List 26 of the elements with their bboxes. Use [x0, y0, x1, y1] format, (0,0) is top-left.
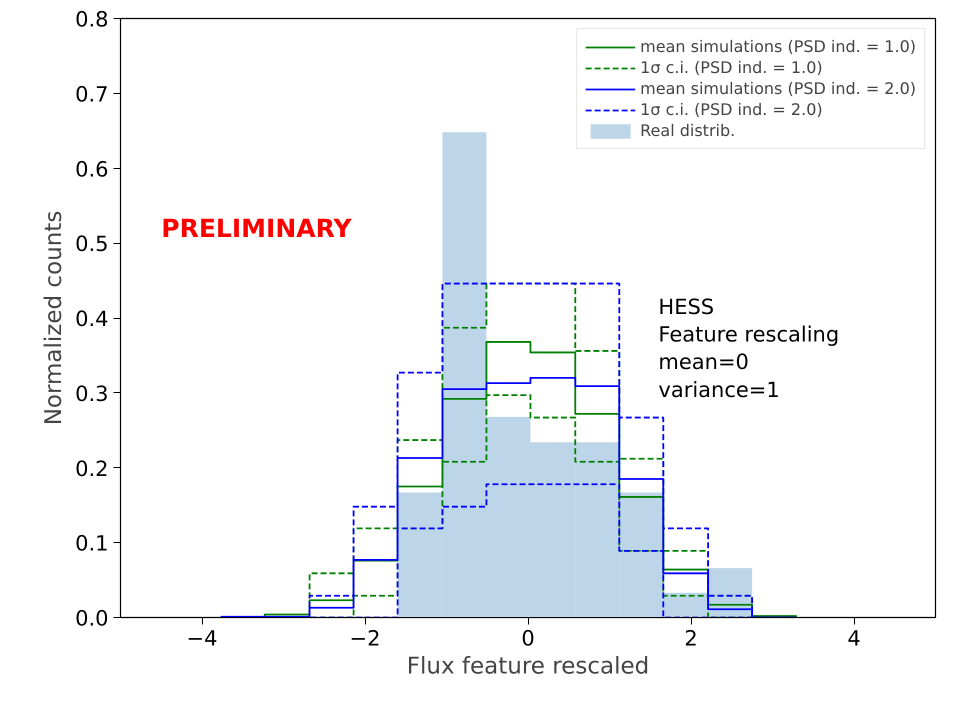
y-axis-title: Normalized counts — [41, 210, 68, 426]
y-tick-label: 0.2 — [75, 456, 109, 481]
y-tick-label: 0.3 — [75, 382, 109, 406]
y-tick-label: 0.4 — [75, 307, 109, 331]
y-tick-label: 0.5 — [75, 232, 109, 256]
y-tick-label: 0.8 — [75, 8, 109, 32]
legend-label: mean simulations (PSD ind. = 2.0) — [640, 79, 916, 98]
x-tick-label: 0 — [521, 626, 535, 650]
legend-label: mean simulations (PSD ind. = 1.0) — [640, 37, 916, 56]
y-tick-label: 0.1 — [75, 532, 109, 556]
legend-label: Real distrib. — [640, 121, 736, 140]
x-tick-label: 4 — [847, 626, 861, 650]
x-tick-label: −2 — [350, 626, 380, 650]
annotation: PRELIMINARY — [161, 214, 352, 244]
x-tick-label: −4 — [186, 626, 218, 650]
y-tick-label: 0.0 — [75, 606, 109, 630]
annotation: variance=1 — [658, 378, 780, 402]
y-tick-label: 0.7 — [75, 82, 109, 106]
legend-label: 1σ c.i. (PSD ind. = 1.0) — [640, 58, 823, 77]
annotation: Feature rescaling — [658, 322, 840, 346]
annotation: HESS — [658, 294, 714, 319]
annotation: mean=0 — [658, 350, 749, 374]
x-axis-title: Flux feature rescaled — [406, 654, 650, 680]
legend-label: 1σ c.i. (PSD ind. = 2.0) — [640, 100, 823, 119]
x-tick-label: 2 — [684, 626, 698, 650]
y-tick-label: 0.6 — [75, 157, 109, 182]
